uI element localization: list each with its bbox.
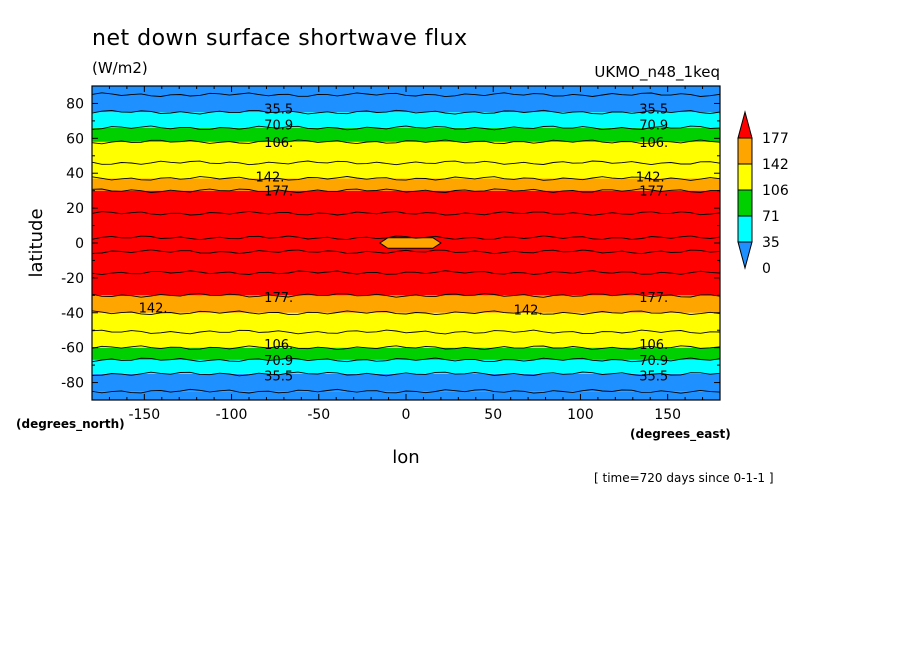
flux-band-5	[92, 295, 720, 313]
contour-line-7	[91, 270, 721, 276]
contour-label-2: 106.	[264, 136, 293, 151]
contour-label-8: 142.	[636, 171, 665, 186]
colorbar-label: 35	[762, 235, 780, 251]
contour-label-7: 106.	[639, 136, 668, 151]
colorbar-swatch-2	[737, 189, 753, 217]
units-label: (W/m2)	[92, 59, 148, 77]
contour-lines-layer	[91, 92, 721, 394]
flux-band-10	[92, 112, 720, 128]
dataset-label: UKMO_n48_1keq	[594, 63, 720, 82]
y-tick-label: 80	[66, 96, 84, 112]
colorbar-swatch-3	[737, 163, 753, 191]
colorbar-label: 142	[762, 157, 789, 173]
contour-line-14	[91, 139, 721, 145]
chart-title: net down surface shortwave flux	[92, 26, 468, 51]
contour-line-17	[91, 92, 721, 98]
y-axis: 80 60 40 20 0 -20 -40 -60 -80	[61, 85, 720, 401]
contour-label-1: 70.9	[264, 118, 293, 133]
contour-label-18: 70.9	[639, 354, 668, 369]
x-tick-label: -150	[128, 407, 160, 423]
contour-label-0: 35.5	[264, 103, 293, 118]
colorbar-label: 177	[762, 131, 789, 147]
y-tick-label: 20	[66, 201, 84, 217]
colorbar-swatch-1	[737, 215, 753, 243]
contour-label-16: 35.5	[264, 370, 293, 385]
flux-band-7	[92, 178, 720, 191]
contour-line-1	[91, 371, 721, 377]
contour-label-13: 177.	[639, 291, 668, 306]
contour-label-14: 106.	[264, 338, 293, 353]
contour-label-6: 70.9	[639, 118, 668, 133]
colorbar-bottom-arrow	[737, 241, 753, 270]
flux-band-3	[92, 347, 720, 360]
contour-label-9: 177.	[639, 185, 668, 200]
y-units-label: (degrees_north)	[16, 417, 125, 432]
y-tick-label: -40	[61, 306, 84, 322]
y-tick-label: 0	[75, 236, 84, 252]
time-note: [ time=720 days since 0-1-1 ]	[594, 471, 774, 485]
x-units-label: (degrees_east)	[630, 427, 731, 442]
contour-line-6	[91, 293, 721, 298]
y-tick-label: 60	[66, 131, 84, 147]
contour-line-4	[91, 329, 721, 335]
x-axis-label: lon	[392, 447, 419, 468]
flux-band-2	[92, 359, 720, 374]
contour-line-8	[91, 249, 721, 255]
colorbar-swatch-4	[737, 137, 753, 165]
contour-line-2	[91, 357, 721, 363]
contour-line-13	[91, 160, 721, 166]
flux-band-9	[92, 127, 720, 142]
y-tick-label: -20	[61, 271, 84, 287]
y-axis-label: latitude	[26, 208, 47, 277]
contour-line-5	[91, 310, 721, 316]
flux-band-1	[92, 373, 720, 392]
x-axis: -150 -100 -50 0 50 100 150	[91, 86, 721, 423]
colorbar: 177 142 106 71 35 0	[737, 110, 789, 277]
contour-label-10: 177.	[264, 291, 293, 306]
contour-line-3	[91, 345, 721, 351]
contour-line-11	[91, 188, 720, 194]
contour-label-12: 142.	[514, 303, 543, 318]
contour-label-4: 177.	[264, 185, 293, 200]
contour-label-3: 142.	[255, 171, 284, 186]
y-tick-label: -60	[61, 341, 84, 357]
contour-label-15: 70.9	[264, 354, 293, 369]
plot-fill-layer	[92, 86, 720, 400]
x-tick-label: 150	[654, 407, 681, 423]
colorbar-top-arrow	[737, 110, 753, 139]
contour-label-17: 106.	[639, 338, 668, 353]
flux-band-8	[92, 141, 720, 179]
colorbar-label: 71	[762, 209, 780, 225]
x-tick-label: -50	[307, 407, 330, 423]
colorbar-label: 0	[762, 261, 771, 277]
contour-line-15	[91, 125, 721, 131]
x-tick-label: 0	[402, 407, 411, 423]
contour-line-0	[91, 388, 721, 394]
flux-patch-0	[378, 237, 442, 249]
contour-line-16	[91, 109, 721, 115]
flux-band-4	[92, 312, 720, 348]
x-tick-label: -100	[216, 407, 248, 423]
contour-label-11: 142.	[139, 302, 168, 317]
contour-labels-layer: 35.570.9106.142.177.35.570.9106.142.177.…	[139, 103, 669, 385]
contour-line-10	[91, 210, 721, 216]
contour-line-12	[91, 176, 721, 181]
colorbar-label: 106	[762, 183, 789, 199]
x-tick-label: 50	[484, 407, 502, 423]
y-tick-label: -80	[61, 376, 84, 392]
contour-line-9	[91, 235, 721, 241]
x-tick-label: 100	[567, 407, 594, 423]
contour-label-19: 35.5	[639, 370, 668, 385]
y-tick-label: 40	[66, 166, 84, 182]
contour-label-5: 35.5	[639, 103, 668, 118]
